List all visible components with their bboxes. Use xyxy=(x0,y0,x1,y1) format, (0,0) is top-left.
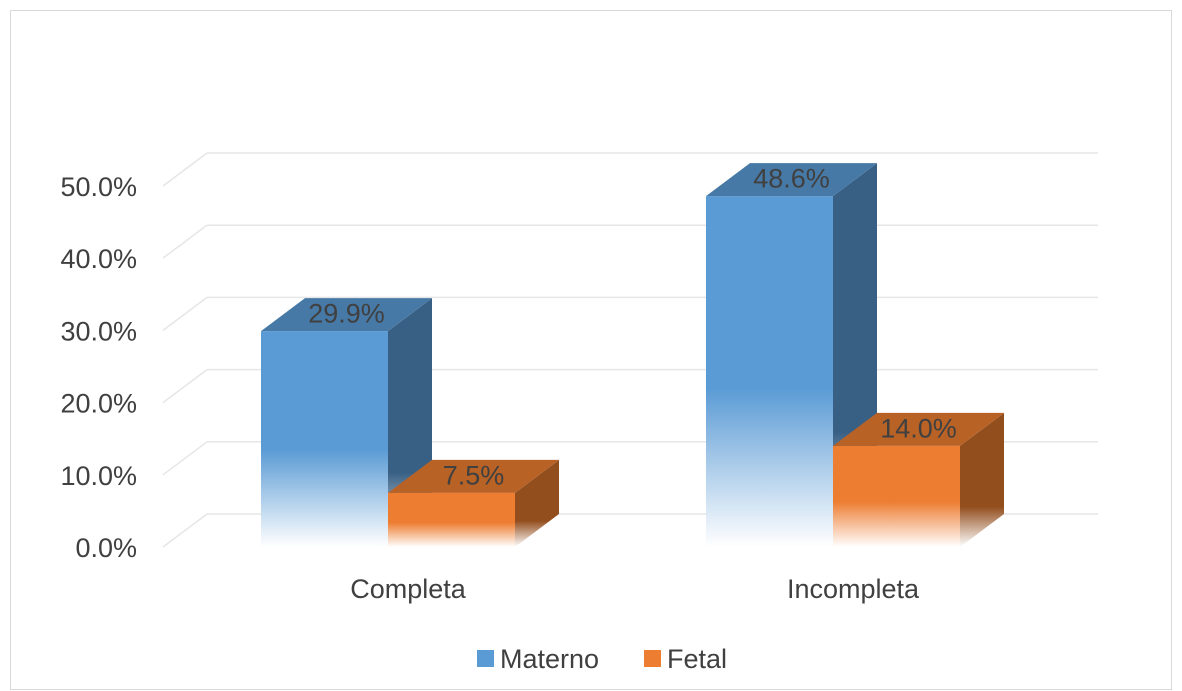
bar-side xyxy=(960,412,1004,547)
bar-front xyxy=(388,492,515,547)
y-axis-ticks: 0.0% 10.0% 20.0% 30.0% 40.0% 50.0% xyxy=(60,172,137,563)
bar-top xyxy=(833,412,1004,446)
data-label: 14.0% xyxy=(880,413,957,443)
x-axis-categories: Completa Incompleta xyxy=(350,574,920,604)
x-category-label: Completa xyxy=(350,574,467,604)
bar-top xyxy=(706,163,877,197)
x-category-label: Incompleta xyxy=(787,574,920,604)
legend-swatch xyxy=(477,650,494,667)
data-label: 48.6% xyxy=(753,164,830,194)
bar-materno-incompleta: 48.6% xyxy=(706,163,877,547)
gridline xyxy=(162,152,1098,187)
bar-fetal-completa: 7.5% xyxy=(388,459,559,547)
legend-item-fetal: Fetal xyxy=(644,644,727,674)
legend: Materno Fetal xyxy=(477,644,727,674)
y-tick-label: 20.0% xyxy=(60,389,137,419)
y-tick-label: 0.0% xyxy=(75,533,137,563)
bar-side xyxy=(515,459,559,547)
legend-label: Materno xyxy=(500,644,599,674)
legend-item-materno: Materno xyxy=(477,644,599,674)
bar-front xyxy=(833,445,960,547)
y-tick-label: 30.0% xyxy=(60,316,137,346)
data-label: 7.5% xyxy=(443,460,505,490)
gridline xyxy=(162,296,1098,331)
bar-front xyxy=(706,196,833,547)
bar-front xyxy=(261,331,388,547)
y-tick-label: 10.0% xyxy=(60,461,137,491)
data-label: 29.9% xyxy=(308,299,385,329)
legend-label: Fetal xyxy=(667,644,727,674)
bar-top xyxy=(261,298,432,332)
bar-fetal-incompleta: 14.0% xyxy=(833,412,1004,547)
bar-top xyxy=(388,459,559,493)
chart-frame xyxy=(10,10,1172,690)
legend-swatch xyxy=(644,650,661,667)
y-tick-label: 40.0% xyxy=(60,244,137,274)
y-tick-label: 50.0% xyxy=(60,172,137,202)
gridline xyxy=(162,224,1098,259)
bars: 29.9% 7.5% 48.6% 14.0% xyxy=(261,163,1004,547)
